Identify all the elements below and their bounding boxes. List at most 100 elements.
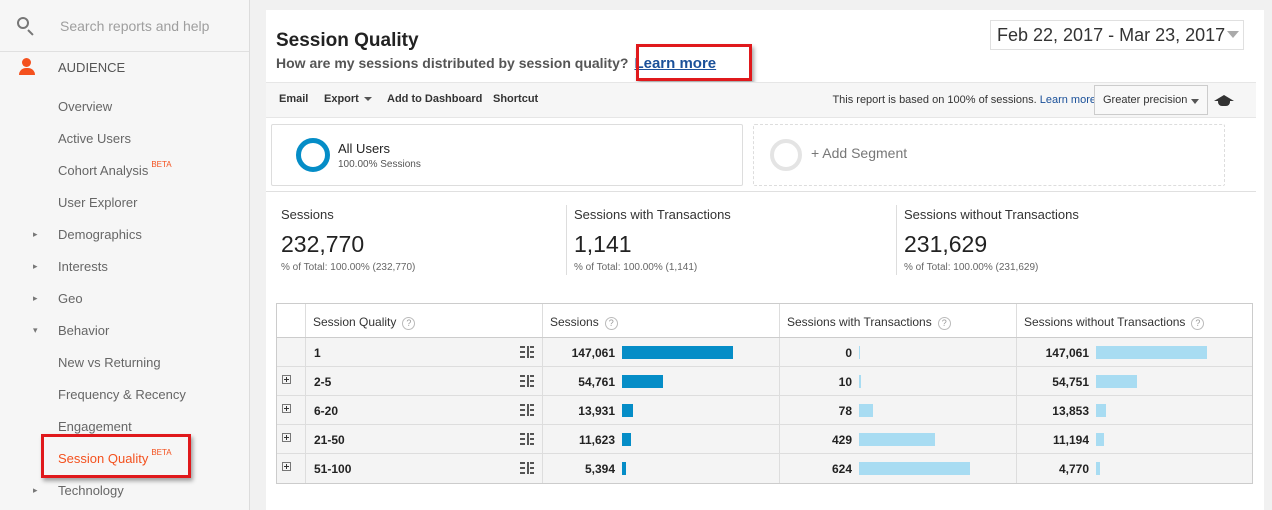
sessions-without-transactions-bar (1096, 462, 1100, 475)
column-label: Sessions with Transactions (787, 315, 932, 329)
metric-sessions-with-transactions: Sessions with Transactions 1,141 % of To… (566, 193, 894, 283)
help-icon[interactable]: ? (604, 317, 618, 330)
search-input[interactable] (60, 17, 240, 34)
sessions-with-transactions-cell: 10 (779, 367, 1016, 396)
sidebar-item-user-explorer[interactable]: User Explorer (0, 190, 250, 214)
sidebar-item-frequency-recency[interactable]: Frequency & Recency (0, 382, 250, 406)
shortcut-button[interactable]: Shortcut (493, 93, 539, 105)
sidebar-item-behavior[interactable]: ▾ Behavior (0, 318, 250, 342)
header-sessions[interactable]: Sessions? (542, 304, 779, 337)
collapsed-arrow-icon: ▸ (33, 228, 38, 239)
metric-value: 1,141 (574, 231, 632, 257)
label-text: Frequency & Recency (58, 386, 186, 402)
metric-name: Sessions without Transactions (904, 207, 1079, 222)
learn-more-link[interactable]: Learn more (634, 55, 717, 72)
row-filter-icon[interactable] (520, 346, 534, 358)
sessions-cell: 11,623 (542, 425, 779, 454)
table-header: Session Quality? Sessions? Sessions with… (277, 304, 1252, 338)
sessions-with-transactions-bar (859, 346, 860, 359)
header-sessions-with-transactions[interactable]: Sessions with Transactions? (779, 304, 1016, 337)
row-filter-icon[interactable] (520, 462, 534, 474)
divider (896, 205, 897, 275)
sessions-without-transactions-value: 147,061 (1045, 346, 1089, 360)
sidebar-item-technology[interactable]: ▸ Technology (0, 478, 250, 502)
metric-percent: % of Total: 100.00% (1,141) (574, 262, 698, 273)
person-icon (18, 58, 36, 76)
session-quality-cell: 1 (305, 338, 542, 367)
subtitle-text: How are my sessions distributed by sessi… (276, 55, 629, 71)
metric-name: Sessions (281, 207, 334, 222)
sidebar-item-demographics[interactable]: ▸ Demographics (0, 222, 250, 246)
sidebar-item-new-vs-returning[interactable]: New vs Returning (0, 350, 250, 374)
header-sessions-without-transactions[interactable]: Sessions without Transactions? (1016, 304, 1253, 337)
page-subtitle: How are my sessions distributed by sessi… (276, 55, 716, 72)
header-session-quality[interactable]: Session Quality? (305, 304, 542, 337)
row-filter-icon[interactable] (520, 404, 534, 416)
row-filter-icon[interactable] (520, 433, 534, 445)
metric-value: 232,770 (281, 231, 365, 257)
sessions-with-transactions-value: 429 (831, 433, 852, 447)
sidebar-item-overview[interactable]: Overview (0, 94, 250, 118)
graduation-cap-icon[interactable] (1214, 93, 1234, 107)
help-icon[interactable]: ? (402, 317, 416, 330)
metric-sessions: Sessions 232,770 % of Total: 100.00% (23… (281, 193, 561, 283)
expand-plus-icon[interactable] (282, 404, 291, 413)
segment-name: All Users (338, 141, 391, 156)
sidebar-item-engagement[interactable]: Engagement (0, 414, 250, 438)
scorecard-metrics: Sessions 232,770 % of Total: 100.00% (23… (266, 193, 1256, 293)
expanded-arrow-icon: ▾ (33, 324, 38, 335)
sessions-value: 13,931 (578, 404, 615, 418)
expand-cell (277, 367, 305, 396)
sidebar: AUDIENCE Overview Active Users Cohort Anal… (0, 0, 250, 510)
sessions-with-transactions-cell: 429 (779, 425, 1016, 454)
sidebar-item-session-quality[interactable]: Session Quality BETA (0, 446, 250, 470)
add-segment-button[interactable]: + Add Segment (753, 124, 1225, 186)
date-range-picker[interactable]: Feb 22, 2017 - Mar 23, 2017 (990, 20, 1244, 50)
sessions-without-transactions-value: 54,751 (1052, 375, 1089, 389)
audience-section[interactable]: AUDIENCE (0, 52, 250, 82)
chevron-down-icon (1191, 99, 1199, 104)
sessions-without-transactions-bar (1096, 375, 1137, 388)
export-label: Export (324, 93, 359, 105)
export-button[interactable]: Export (324, 93, 372, 105)
sessions-with-transactions-bar (859, 404, 873, 417)
sidebar-item-cohort-analysis[interactable]: Cohort Analysis BETA (0, 158, 250, 182)
help-icon[interactable]: ? (1191, 317, 1205, 330)
expand-plus-icon[interactable] (282, 462, 291, 471)
help-icon[interactable]: ? (937, 317, 951, 330)
sampling-note: This report is based on 100% of sessions… (832, 94, 1096, 106)
search-icon[interactable] (16, 16, 36, 36)
sessions-value: 11,623 (578, 433, 615, 447)
collapsed-arrow-icon: ▸ (33, 292, 38, 303)
sidebar-item-geo[interactable]: ▸ Geo (0, 286, 250, 310)
sessions-bar (622, 404, 633, 417)
label-text: Overview (58, 98, 113, 114)
sidebar-item-interests[interactable]: ▸ Interests (0, 254, 250, 278)
label-text: New vs Returning (58, 354, 161, 370)
table-row: 2-5 54,761 10 54,751 (277, 367, 1252, 396)
email-button[interactable]: Email (279, 93, 309, 105)
expand-plus-icon[interactable] (282, 375, 291, 384)
precision-select[interactable]: Greater precision (1094, 85, 1208, 115)
segment-all-users[interactable]: All Users 100.00% Sessions (271, 124, 743, 186)
sessions-without-transactions-value: 13,853 (1052, 404, 1089, 418)
sampling-learn-more-link[interactable]: Learn more (1039, 94, 1096, 106)
sessions-with-transactions-value: 78 (838, 404, 852, 418)
add-to-dashboard-button[interactable]: Add to Dashboard (387, 93, 483, 105)
sessions-cell: 5,394 (542, 454, 779, 483)
sessions-without-transactions-cell: 147,061 (1016, 338, 1253, 367)
sidebar-item-active-users[interactable]: Active Users (0, 126, 250, 150)
sessions-bar (622, 433, 631, 446)
segment-ring-icon (296, 138, 330, 172)
sessions-without-transactions-bar (1096, 404, 1106, 417)
expand-plus-icon[interactable] (282, 433, 291, 442)
session-quality-value: 51-100 (314, 462, 352, 476)
date-range-text: Feb 22, 2017 - Mar 23, 2017 (997, 24, 1226, 45)
row-filter-icon[interactable] (520, 375, 534, 387)
label-text: Active Users (58, 130, 131, 146)
sessions-bar (622, 346, 733, 359)
sidebar-item-label: Overview (58, 99, 112, 114)
expand-cell (277, 338, 305, 367)
sessions-cell: 54,761 (542, 367, 779, 396)
sidebar-item-label: Technology (58, 483, 124, 498)
